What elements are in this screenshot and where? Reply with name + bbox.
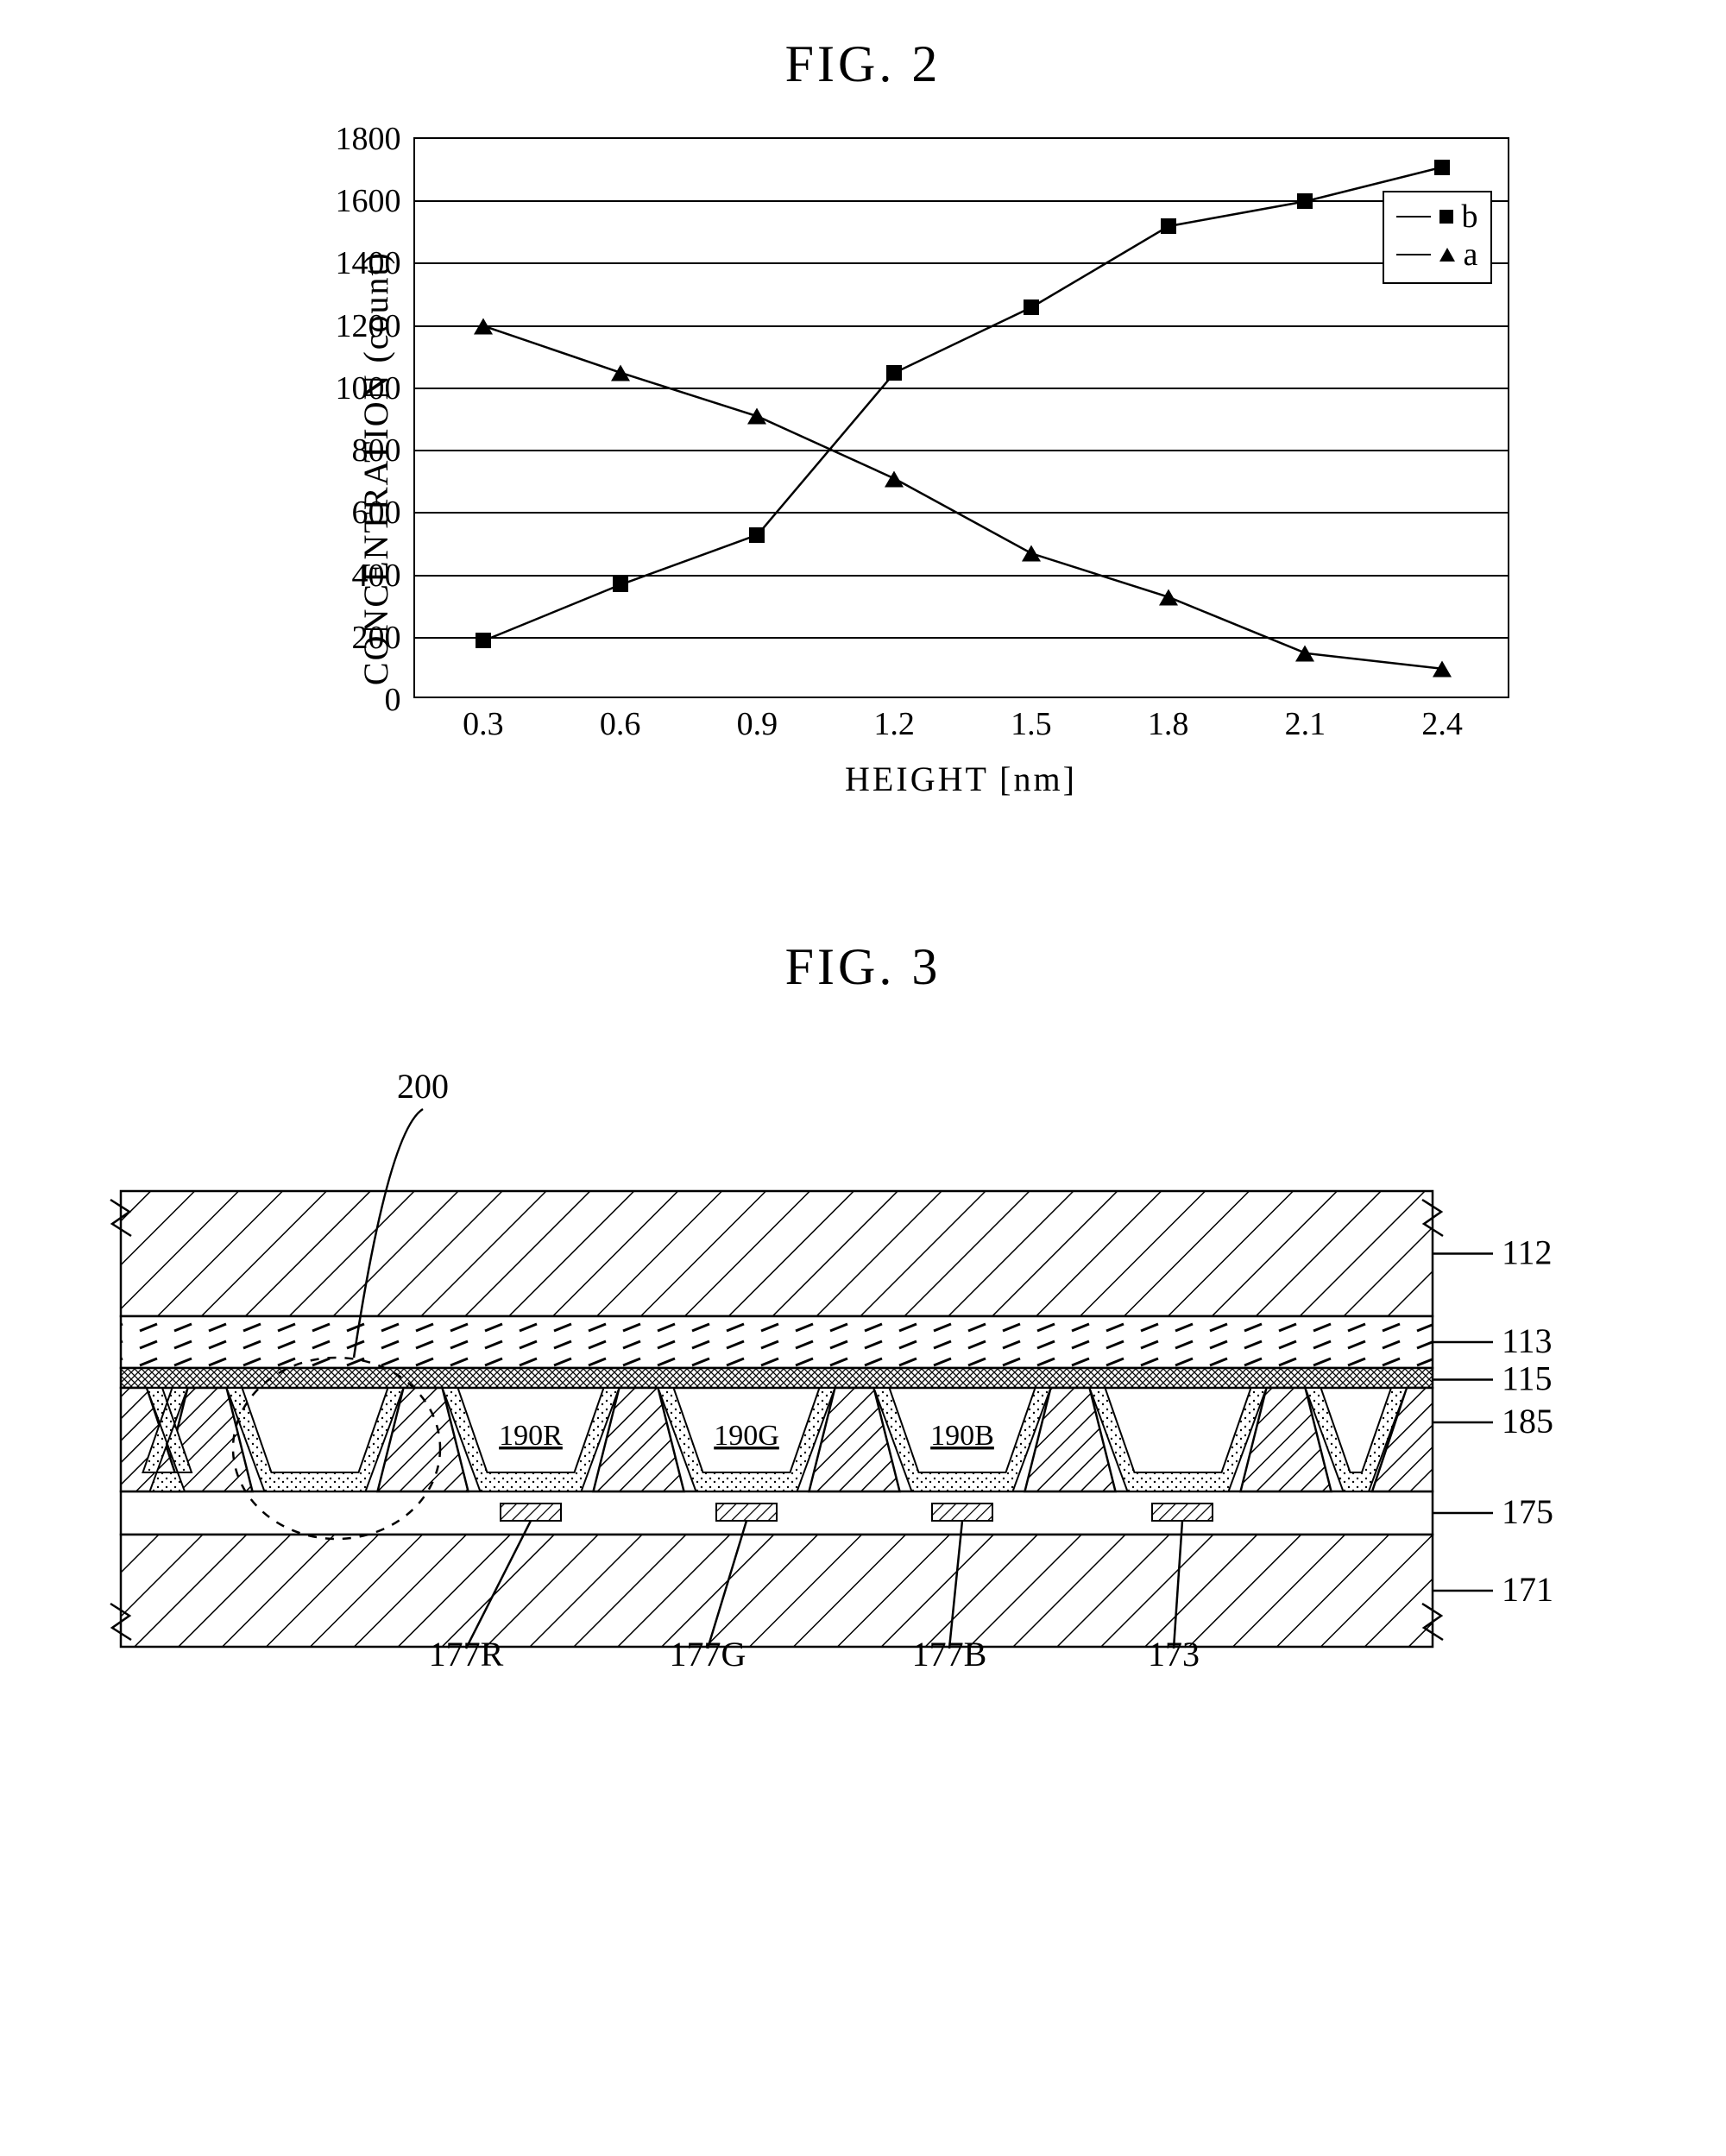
- y-tick-label: 400: [352, 557, 415, 595]
- label-right: 112: [1502, 1233, 1553, 1272]
- y-tick-label: 0: [385, 681, 415, 719]
- y-tick-label: 1000: [336, 369, 415, 407]
- x-tick-label: 0.6: [600, 697, 641, 743]
- plot-area: 0200400600800100012001400160018000.30.60…: [413, 137, 1509, 698]
- label-right: 185: [1502, 1402, 1553, 1440]
- electrode: [932, 1504, 992, 1521]
- figure-3: FIG. 3 190R 190G 190B 200 112 113115 185 175 171…: [35, 937, 1691, 1692]
- layer-115: [121, 1368, 1433, 1388]
- y-tick-label: 1200: [336, 307, 415, 345]
- legend: ba: [1383, 191, 1492, 284]
- cross-section-svg: 190R 190G 190B 200 112 113115 185 175 171 177R 177…: [104, 1040, 1622, 1687]
- y-tick-label: 1600: [336, 182, 415, 220]
- figure-2-title: FIG. 2: [785, 35, 942, 94]
- legend-line-icon: [1396, 254, 1431, 256]
- marker-a: [474, 318, 493, 334]
- marker-a: [1159, 589, 1178, 605]
- marker-b: [749, 527, 765, 543]
- marker-a: [885, 470, 904, 487]
- phosphor-layer: [227, 1388, 404, 1491]
- cross-section-diagram: 190R 190G 190B 200 112 113115 185 175 171 177R 177…: [104, 1040, 1622, 1692]
- legend-label: a: [1464, 236, 1478, 274]
- figure-3-title: FIG. 3: [785, 937, 942, 997]
- label-bottom: 173: [1148, 1635, 1200, 1674]
- y-tick-label: 1800: [336, 120, 415, 158]
- legend-marker-icon: [1439, 210, 1453, 224]
- x-tick-label: 1.5: [1011, 697, 1052, 743]
- x-tick-label: 1.8: [1148, 697, 1189, 743]
- x-axis-label: HEIGHT [nm]: [845, 759, 1077, 799]
- cell-label: 190B: [930, 1420, 994, 1452]
- x-tick-label: 1.2: [873, 697, 915, 743]
- legend-label: b: [1462, 198, 1478, 236]
- marker-a: [1022, 545, 1041, 562]
- legend-item: a: [1396, 236, 1478, 274]
- marker-a: [611, 364, 630, 381]
- marker-a: [747, 408, 766, 425]
- callout-200: 200: [397, 1067, 449, 1106]
- label-right: 175: [1502, 1492, 1553, 1531]
- marker-b: [476, 633, 491, 648]
- label-bottom: 177R: [429, 1635, 504, 1674]
- marker-b: [613, 577, 628, 592]
- x-tick-label: 2.4: [1421, 697, 1463, 743]
- chart-lines: [415, 139, 1511, 700]
- layer-171: [121, 1535, 1433, 1647]
- marker-b: [1434, 160, 1450, 175]
- marker-a: [1295, 645, 1314, 661]
- legend-item: b: [1396, 198, 1478, 236]
- label-bottom: 177B: [912, 1635, 987, 1674]
- y-tick-label: 800: [352, 432, 415, 470]
- layer-112: [121, 1191, 1433, 1316]
- y-tick-label: 200: [352, 619, 415, 657]
- y-tick-label: 1400: [336, 244, 415, 282]
- label-right: 113: [1502, 1321, 1553, 1360]
- figure-2: FIG. 2 CONCENTRATION (count) 02004006008…: [35, 35, 1691, 799]
- marker-b: [886, 365, 902, 381]
- electrode: [1152, 1504, 1213, 1521]
- marker-b: [1024, 299, 1039, 315]
- legend-marker-icon: [1439, 248, 1455, 262]
- x-tick-label: 0.3: [463, 697, 504, 743]
- legend-line-icon: [1396, 216, 1431, 218]
- label-right: 171: [1502, 1570, 1553, 1609]
- cell-label: 190R: [499, 1420, 563, 1452]
- electrode: [716, 1504, 777, 1521]
- series-line-b: [483, 167, 1442, 641]
- chart-container: CONCENTRATION (count) 020040060080010001…: [356, 137, 1509, 799]
- label-bottom: 177G: [670, 1635, 746, 1674]
- x-tick-label: 0.9: [737, 697, 778, 743]
- x-tick-label: 2.1: [1285, 697, 1326, 743]
- marker-b: [1297, 193, 1313, 209]
- electrode: [501, 1504, 561, 1521]
- cell-label: 190G: [714, 1420, 779, 1452]
- label-right: 115: [1502, 1359, 1553, 1398]
- marker-a: [1433, 660, 1452, 677]
- phosphor-layer: [1090, 1388, 1267, 1491]
- y-tick-label: 600: [352, 494, 415, 532]
- marker-b: [1161, 218, 1176, 234]
